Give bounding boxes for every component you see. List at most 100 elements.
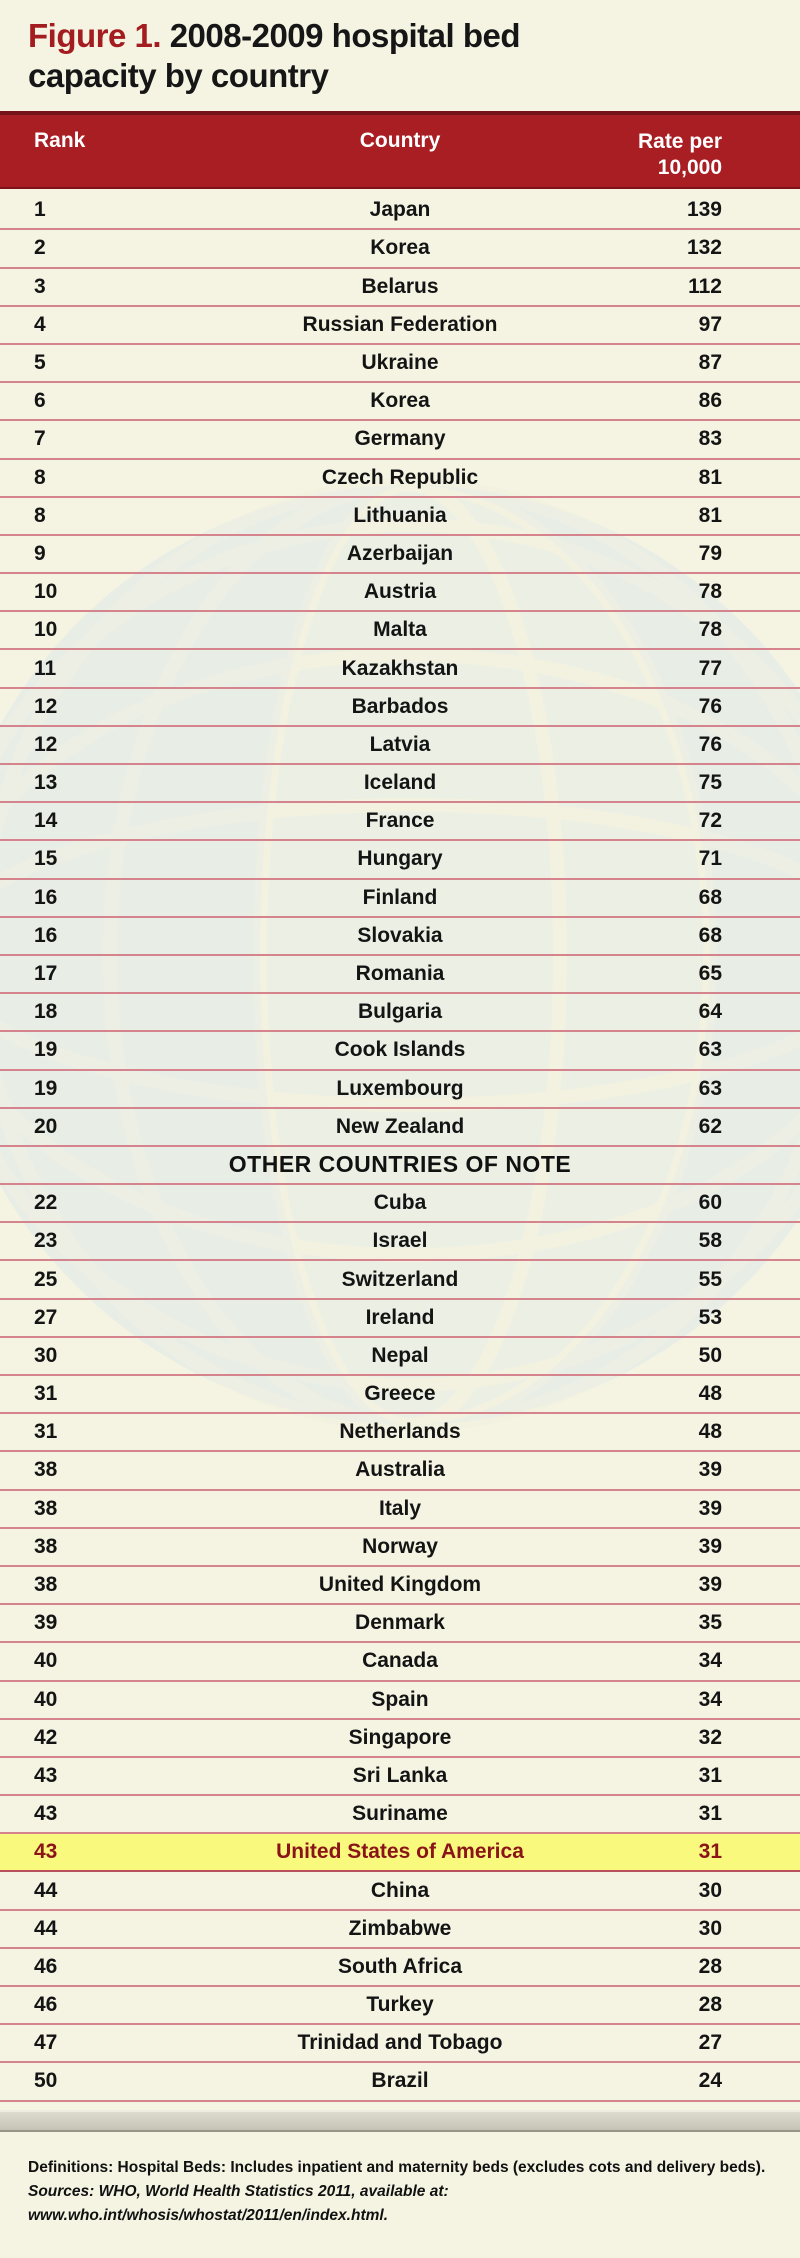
country-cell: Azerbaijan — [346, 541, 454, 565]
figure-label: Figure 1. — [28, 17, 162, 54]
rank-cell: 9 — [34, 541, 46, 565]
table-row: 30 Nepal 50 — [0, 1338, 800, 1376]
country-cell: Luxembourg — [336, 1076, 464, 1100]
table-row: 2 Korea 132 — [0, 230, 800, 269]
rank-cell: 6 — [34, 389, 46, 413]
table-row: 19 Cook Islands 63 — [0, 1032, 800, 1071]
country-cell: Trinidad and Tobago — [297, 2031, 503, 2055]
country-cell: New Zealand — [335, 1114, 465, 1138]
rank-cell: 5 — [34, 351, 46, 375]
rank-cell: 38 — [34, 1534, 58, 1558]
rate-cell: 78 — [698, 580, 722, 604]
table-row: 10 Malta 78 — [0, 612, 800, 651]
rank-cell: 25 — [34, 1267, 58, 1291]
rank-cell: 8 — [34, 503, 46, 527]
rank-cell: 44 — [34, 1878, 58, 1902]
table-row: 38 United Kingdom 39 — [0, 1567, 800, 1606]
table-row: 15 Hungary 71 — [0, 841, 800, 880]
table-row: 20 New Zealand 62 — [0, 1109, 800, 1147]
country-cell: Ukraine — [361, 351, 439, 375]
table-row: 18 Bulgaria 64 — [0, 994, 800, 1033]
country-cell: Romania — [355, 962, 445, 986]
rank-cell: 16 — [34, 885, 58, 909]
country-cell: Latvia — [369, 732, 431, 756]
table-row: 6 Korea 86 — [0, 383, 800, 422]
rank-cell: 50 — [34, 2069, 58, 2093]
column-header-rate-line2: 10,000 — [657, 156, 722, 180]
rank-cell: 43 — [34, 1840, 58, 1864]
rate-cell: 68 — [698, 885, 722, 909]
country-cell: Australia — [355, 1458, 445, 1482]
country-cell: Finland — [362, 885, 438, 909]
country-cell: Belarus — [361, 274, 439, 298]
rate-cell: 71 — [698, 847, 722, 871]
table-row: 42 Singapore 32 — [0, 1720, 800, 1758]
table-row: 47 Trinidad and Tobago 27 — [0, 2025, 800, 2064]
table-header-band: Rank Country Rate per 10,000 — [0, 111, 800, 190]
rate-cell: 78 — [698, 618, 722, 642]
rank-cell: 22 — [34, 1191, 58, 1215]
country-cell: South Africa — [337, 1954, 463, 1978]
rate-cell: 30 — [698, 1916, 722, 1940]
rank-cell: 17 — [34, 962, 58, 986]
table-row: 7 Germany 83 — [0, 421, 800, 460]
country-cell: United Kingdom — [318, 1573, 482, 1597]
rank-cell: 19 — [34, 1076, 58, 1100]
country-cell: Iceland — [363, 771, 437, 795]
table-row: 44 Zimbabwe 30 — [0, 1911, 800, 1949]
country-cell: Korea — [370, 389, 430, 413]
rank-cell: 46 — [34, 1993, 58, 2017]
country-cell: Nepal — [371, 1343, 429, 1367]
table-row: 46 Turkey 28 — [0, 1987, 800, 2026]
country-cell: Greece — [364, 1382, 436, 1406]
rate-cell: 53 — [698, 1305, 722, 1329]
rank-cell: 7 — [34, 427, 46, 451]
rate-cell: 39 — [698, 1534, 722, 1558]
table-row: 22 Cuba 60 — [0, 1185, 800, 1224]
table-row: 13 Iceland 75 — [0, 765, 800, 804]
table-row: 5 Ukraine 87 — [0, 345, 800, 384]
country-cell: Korea — [370, 236, 430, 260]
table-row: 12 Latvia 76 — [0, 727, 800, 765]
table-row: 17 Romania 65 — [0, 956, 800, 995]
rank-cell: 38 — [34, 1458, 58, 1482]
rate-cell: 63 — [698, 1076, 722, 1100]
rate-cell: 35 — [698, 1611, 722, 1635]
country-cell: Cook Islands — [334, 1038, 466, 1062]
country-cell: Norway — [362, 1534, 438, 1558]
rate-cell: 79 — [698, 541, 722, 565]
rate-cell: 62 — [698, 1114, 722, 1138]
rate-cell: 34 — [698, 1649, 722, 1673]
country-cell: Denmark — [355, 1611, 445, 1635]
rank-cell: 46 — [34, 1954, 58, 1978]
country-cell: Netherlands — [339, 1420, 461, 1444]
rank-cell: 13 — [34, 771, 58, 795]
rate-cell: 24 — [698, 2069, 722, 2093]
rank-cell: 18 — [34, 1000, 58, 1024]
table-row: 43 Suriname 31 — [0, 1796, 800, 1835]
rate-cell: 31 — [698, 1802, 722, 1826]
rate-cell: 112 — [688, 274, 722, 298]
rate-cell: 31 — [698, 1840, 722, 1864]
rank-cell: 39 — [34, 1611, 58, 1635]
rate-cell: 77 — [698, 656, 722, 680]
rate-cell: 48 — [698, 1382, 722, 1406]
rank-cell: 8 — [34, 465, 46, 489]
rate-cell: 39 — [698, 1496, 722, 1520]
table-row: 16 Slovakia 68 — [0, 918, 800, 956]
country-cell: Austria — [363, 580, 437, 604]
table-row: 44 China 30 — [0, 1872, 800, 1911]
table-row: 1 Japan 139 — [0, 192, 800, 231]
country-cell: Czech Republic — [321, 465, 479, 489]
rank-cell: 16 — [34, 923, 58, 947]
rank-cell: 19 — [34, 1038, 58, 1062]
rate-cell: 81 — [698, 503, 722, 527]
rank-cell: 43 — [34, 1763, 58, 1787]
table-row: 40 Spain 34 — [0, 1682, 800, 1720]
country-cell: China — [370, 1878, 430, 1902]
rate-cell: 76 — [698, 732, 722, 756]
table-row: 46 South Africa 28 — [0, 1949, 800, 1987]
rate-cell: 50 — [698, 1343, 722, 1367]
rank-cell: 31 — [34, 1382, 58, 1406]
country-cell: Lithuania — [353, 503, 447, 527]
